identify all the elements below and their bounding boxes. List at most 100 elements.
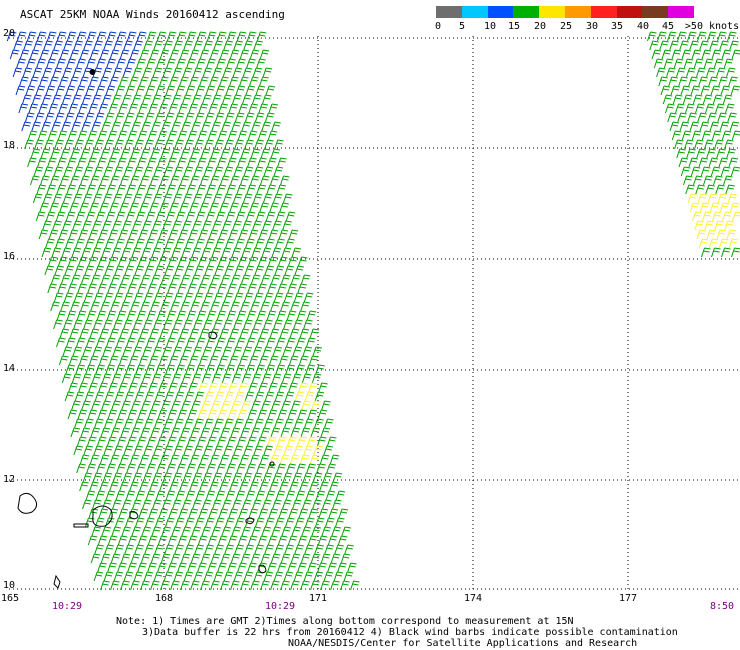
wind-barb	[78, 103, 88, 114]
wind-barb	[62, 220, 72, 231]
wind-barb	[101, 400, 111, 411]
wind-barb	[685, 103, 695, 114]
wind-barb	[175, 490, 186, 501]
wind-barb	[99, 49, 110, 60]
wind-barb	[157, 130, 168, 141]
wind-barb	[96, 310, 107, 321]
wind-barb	[189, 76, 199, 87]
wind-barb	[143, 40, 153, 51]
wind-barb	[239, 328, 250, 339]
wind-barb	[191, 247, 202, 258]
wind-barb	[139, 76, 149, 87]
wind-barb	[115, 364, 125, 375]
wind-barb	[142, 193, 153, 204]
wind-barb	[201, 94, 212, 105]
wind-barb	[298, 355, 309, 366]
wind-barb	[238, 229, 249, 240]
wind-barb	[258, 355, 269, 366]
wind-barb	[256, 31, 267, 42]
wind-barb	[728, 157, 739, 168]
wind-barb	[697, 193, 708, 204]
wind-barb	[286, 463, 296, 474]
wind-barb	[166, 58, 176, 69]
wind-barb	[687, 31, 697, 42]
wind-barb	[97, 409, 108, 420]
wind-barb	[701, 247, 711, 258]
wind-barb	[693, 58, 704, 69]
wind-barb	[29, 49, 40, 60]
wind-barb	[71, 400, 81, 411]
wind-barb	[260, 580, 270, 591]
wind-barb	[38, 103, 48, 114]
wind-barb	[51, 247, 62, 258]
wind-barb	[138, 355, 149, 366]
wind-barb	[161, 247, 172, 258]
wind-barb	[81, 247, 92, 258]
wind-barb	[120, 553, 131, 564]
wind-barb	[709, 202, 720, 213]
wind-barb	[221, 373, 232, 384]
wind-barb	[324, 418, 334, 429]
wind-barb	[321, 526, 331, 537]
wind-barb	[125, 490, 136, 501]
wind-barb	[189, 454, 200, 465]
wind-barb	[123, 445, 133, 456]
wind-barb	[723, 175, 733, 186]
wind-barb	[190, 274, 201, 285]
wind-barb	[128, 103, 138, 114]
wind-barb	[221, 247, 232, 258]
wind-barb	[81, 400, 91, 411]
wind-barb	[133, 40, 143, 51]
wind-barb	[58, 103, 68, 114]
wind-barb	[244, 139, 254, 150]
wind-barb	[157, 409, 168, 420]
wind-barb	[108, 355, 119, 366]
wind-barb	[181, 400, 191, 411]
colorbar-label: 40	[636, 21, 650, 32]
wind-barb	[265, 490, 276, 501]
wind-barb	[94, 112, 105, 123]
wind-barb	[146, 310, 157, 321]
wind-barb	[148, 355, 159, 366]
wind-barb	[239, 202, 249, 213]
wind-barb	[124, 517, 135, 528]
wind-barb	[75, 364, 85, 375]
wind-barb	[245, 490, 256, 501]
wind-barb	[212, 472, 223, 483]
wind-barb	[31, 94, 42, 105]
wind-barb	[204, 391, 215, 402]
wind-barb	[251, 121, 261, 132]
wind-barb	[60, 301, 70, 312]
wind-barb	[125, 364, 135, 375]
wind-barb	[713, 58, 724, 69]
wind-barb	[284, 418, 294, 429]
wind-barb	[112, 346, 123, 357]
wind-barb	[249, 49, 260, 60]
colorbar-segment	[461, 6, 488, 18]
wind-barb	[278, 229, 289, 240]
wind-barb	[200, 274, 211, 285]
wind-barb	[278, 508, 289, 519]
wind-barb	[185, 238, 195, 249]
wind-barb	[156, 58, 166, 69]
wind-barb	[98, 103, 108, 114]
wind-barb	[182, 220, 192, 231]
wind-barb	[186, 31, 197, 42]
wind-barb	[120, 580, 130, 591]
wind-barb	[265, 238, 275, 249]
wind-barb	[668, 76, 678, 87]
wind-barb	[676, 67, 686, 78]
wind-barb	[224, 418, 234, 429]
wind-barb	[205, 85, 216, 96]
lon-label: 168	[154, 593, 174, 604]
wind-barb	[139, 49, 150, 60]
wind-barb	[66, 337, 76, 348]
wind-barb	[731, 247, 740, 258]
wind-barb	[287, 283, 297, 294]
wind-barb	[189, 328, 200, 339]
wind-barb	[165, 211, 176, 222]
wind-barb	[265, 85, 276, 96]
wind-barb	[97, 130, 108, 141]
wind-barb	[208, 256, 218, 267]
